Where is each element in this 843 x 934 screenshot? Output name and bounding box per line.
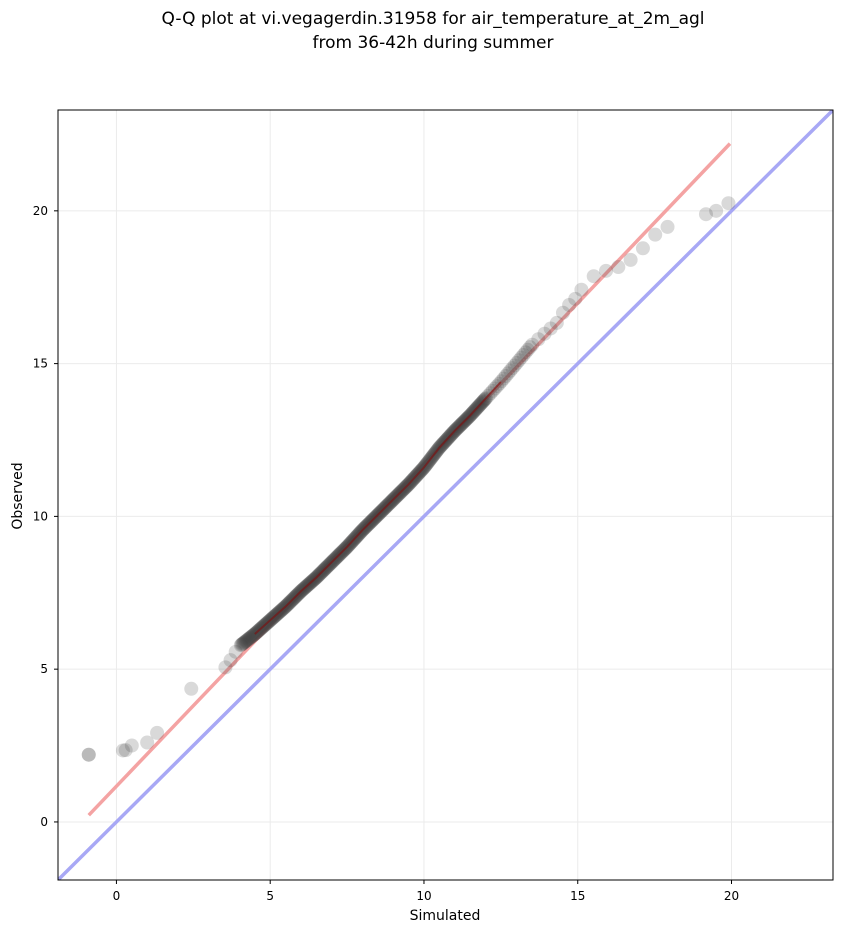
quantile-point	[236, 636, 251, 651]
quantile-point	[242, 631, 257, 646]
chart-subtitle: from 36-42h during summer	[313, 33, 554, 53]
y-tick-label: 20	[33, 204, 48, 218]
axes-frame	[57, 109, 834, 881]
quantile-point	[81, 747, 96, 762]
quantile-point	[503, 363, 518, 378]
fit-line-group	[87, 142, 732, 817]
plot-area	[58, 110, 833, 880]
quantile-point	[574, 282, 589, 297]
quantile-point	[241, 632, 256, 647]
quantile-point	[239, 633, 254, 648]
quantile-point	[236, 635, 251, 650]
y-tick-label: 0	[40, 815, 48, 829]
quantile-point	[549, 315, 564, 330]
y-axis-label: Observed	[10, 462, 26, 529]
quantile-point	[623, 252, 638, 267]
quantile-point	[509, 355, 524, 370]
quantile-point	[243, 630, 258, 645]
quantile-point	[518, 345, 533, 360]
quantile-point	[184, 681, 199, 696]
quantile-point	[115, 743, 130, 758]
quantile-point	[235, 636, 250, 651]
quantile-point	[237, 635, 252, 650]
quantile-point	[150, 725, 165, 740]
x-tick-label: 20	[724, 889, 739, 903]
quantile-point	[218, 660, 233, 675]
reference-line-group	[58, 110, 833, 880]
quantile-point	[239, 633, 254, 648]
quantile-point	[228, 644, 243, 659]
fit-line	[87, 142, 732, 817]
grid-lines	[58, 110, 833, 880]
y-axis-ticks: 0 5 10 15 20	[33, 204, 58, 829]
quantile-point	[531, 332, 546, 347]
x-tick-label: 15	[570, 889, 585, 903]
quantile-point	[498, 368, 513, 383]
quantile-point	[599, 263, 614, 278]
quantile-point	[648, 227, 663, 242]
quantile-point	[243, 630, 258, 645]
dense-region-line	[254, 381, 502, 635]
quantile-point	[543, 321, 558, 336]
dense-overlay-group	[254, 381, 502, 635]
quantile-point	[537, 326, 552, 341]
quantile-point	[611, 260, 626, 275]
quantile-point	[118, 743, 133, 758]
quantile-point	[586, 269, 601, 284]
quantile-point	[555, 305, 570, 320]
quantile-points	[81, 196, 736, 762]
quantile-point	[635, 241, 650, 256]
reference-line	[58, 110, 833, 880]
quantile-point	[81, 747, 96, 762]
quantile-point	[520, 342, 535, 357]
quantile-point	[505, 361, 520, 376]
x-tick-label: 5	[266, 889, 274, 903]
quantile-point	[562, 297, 577, 312]
quantile-point	[124, 738, 139, 753]
quantile-point	[660, 219, 675, 234]
quantile-point	[233, 638, 248, 653]
quantile-point	[523, 340, 538, 355]
x-axis-label: Simulated	[410, 908, 481, 924]
quantile-point	[238, 634, 253, 649]
x-tick-label: 0	[113, 889, 121, 903]
quantile-point	[223, 653, 238, 668]
quantile-point	[234, 637, 249, 652]
quantile-point	[240, 632, 255, 647]
quantile-point	[516, 348, 531, 363]
x-axis-ticks: 0 5 10 15 20	[113, 880, 739, 903]
y-tick-label: 10	[33, 509, 48, 523]
quantile-point	[698, 207, 713, 222]
quantile-point	[525, 337, 540, 352]
y-tick-label: 5	[40, 662, 48, 676]
chart-title: Q-Q plot at vi.vegagerdin.31958 for air_…	[161, 9, 704, 29]
quantile-point	[709, 203, 724, 218]
quantile-point	[721, 196, 736, 211]
quantile-point	[568, 291, 583, 306]
x-tick-label: 10	[416, 889, 431, 903]
y-tick-label: 15	[33, 357, 48, 371]
quantile-point	[507, 358, 522, 373]
quantile-point	[140, 735, 155, 750]
quantile-point	[501, 366, 516, 381]
quantile-point	[512, 353, 527, 368]
quantile-point	[514, 350, 529, 365]
